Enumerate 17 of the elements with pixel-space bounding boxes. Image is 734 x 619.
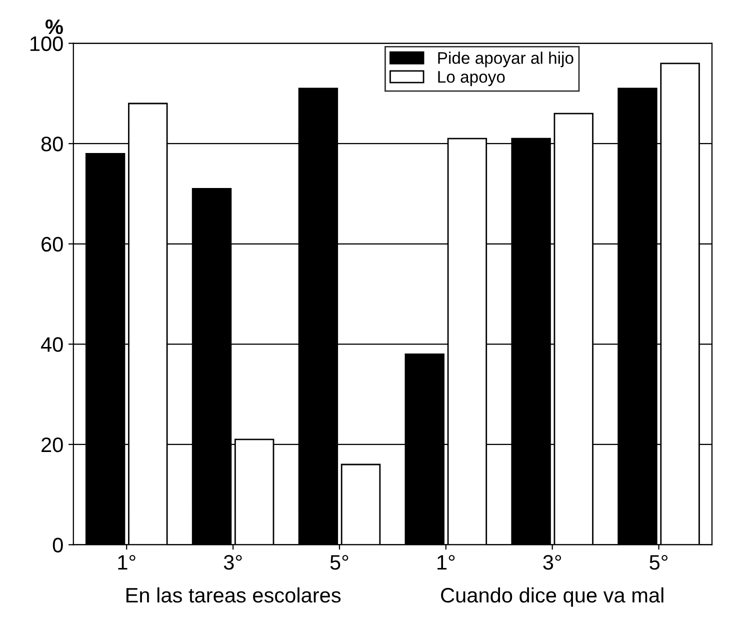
text: En las tareas escolares	[126, 587, 341, 603]
y-tick-label: 60	[42, 236, 63, 252]
y-tick-label: 0	[52, 538, 63, 552]
y-tick-label: 100	[30, 36, 63, 52]
y-tick-label: 80	[41, 136, 63, 152]
x-tick-label: 3°	[224, 554, 242, 570]
legend-label: Pide apoyar al hijo	[438, 52, 574, 68]
y-tick-label: 20	[42, 437, 63, 452]
legend-label: Lo apoyo	[438, 71, 505, 86]
text: Cuando dice que va mal	[441, 587, 664, 607]
x-tick-label: 1°	[438, 554, 455, 570]
x-tick-label: 3°	[543, 554, 562, 570]
y-axis-title: %	[45, 20, 63, 34]
x-tick-label: 1°	[118, 554, 136, 570]
x-tick-label: 5°	[650, 554, 668, 570]
y-tick-label: 40	[40, 337, 63, 352]
x-tick-label: 5°	[330, 554, 348, 570]
